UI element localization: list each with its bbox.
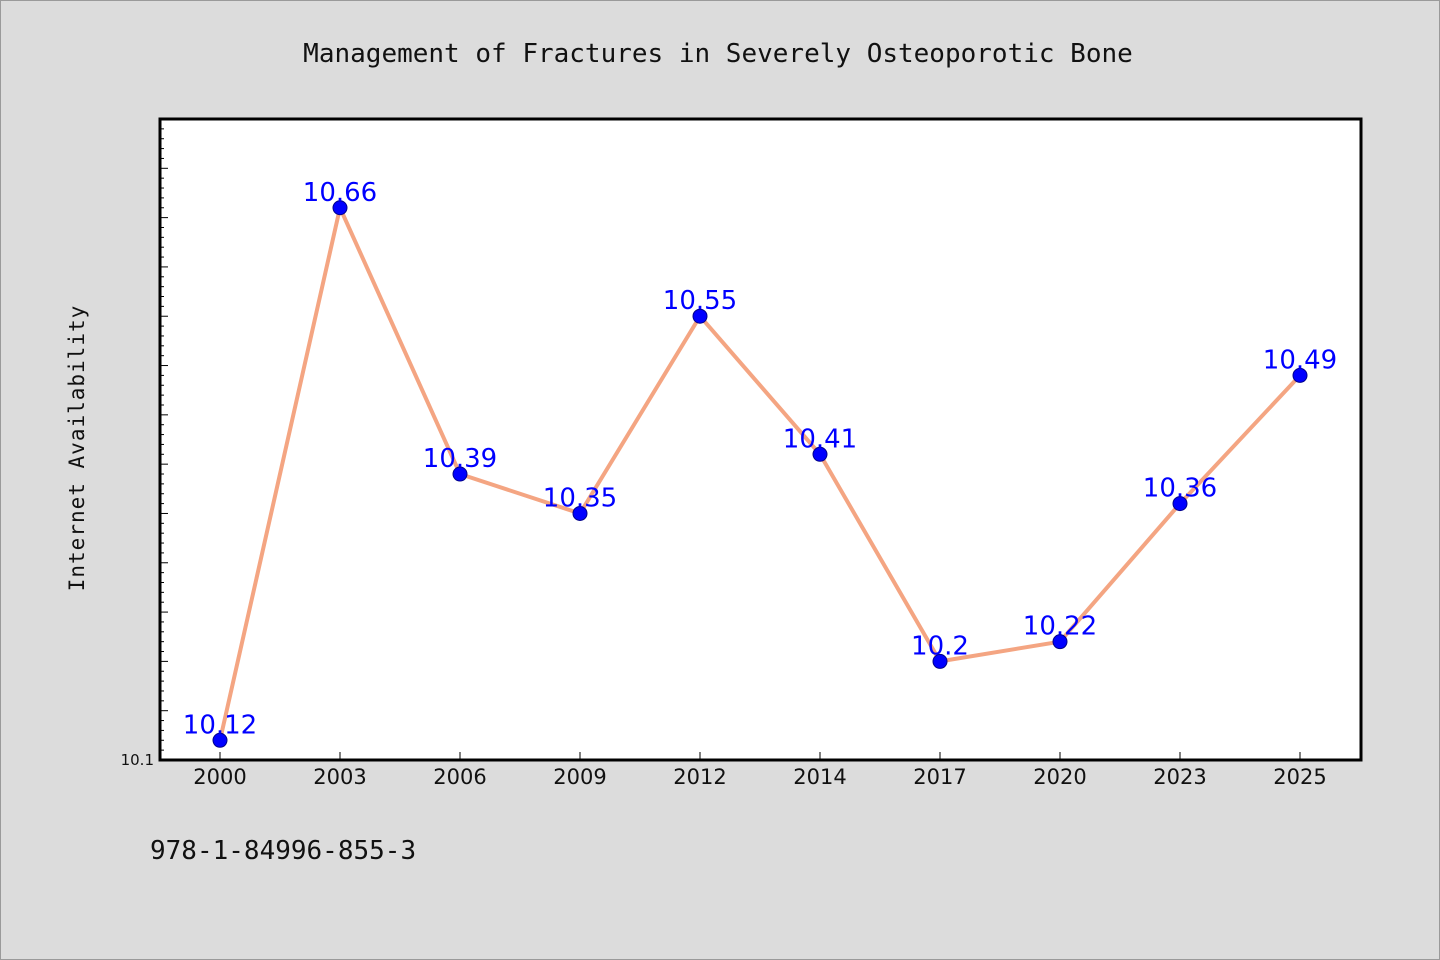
- x-tick-label: 2012: [673, 765, 726, 789]
- x-tick-label: 2023: [1153, 765, 1206, 789]
- data-label: 10.55: [663, 286, 737, 316]
- data-label: 10.41: [783, 424, 857, 454]
- series-line-group: [218, 205, 1302, 741]
- x-tick-label: 2017: [913, 765, 966, 789]
- data-label: 10.49: [1263, 345, 1337, 375]
- chart-title: Management of Fractures in Severely Oste…: [303, 39, 1133, 69]
- x-tick-label: 2009: [553, 765, 606, 789]
- data-label: 10.2: [911, 631, 969, 661]
- x-tick-label: 2000: [193, 765, 246, 789]
- isbn-caption: 978-1-84996-855-3: [150, 836, 417, 866]
- data-point: [1172, 496, 1188, 512]
- x-tick-label: 2014: [793, 765, 846, 789]
- data-label: 10.66: [303, 178, 377, 208]
- data-point: [692, 308, 708, 324]
- data-point: [452, 466, 468, 482]
- data-label: 10.12: [183, 710, 257, 740]
- x-tick-label: 2006: [433, 765, 486, 789]
- data-point: [212, 732, 228, 748]
- data-label: 10.39: [423, 444, 497, 474]
- data-labels: 10.12 10.66 10.39 10.35 10.55 10.41 10.2 10.22 1…: [183, 178, 1337, 741]
- y-tick-label: 10.1: [121, 751, 154, 769]
- x-tick-label: 2025: [1273, 765, 1326, 789]
- y-axis-label: Internet Availability: [65, 305, 89, 592]
- data-label: 10.22: [1023, 612, 1097, 642]
- data-point: [572, 505, 588, 521]
- data-point: [1292, 367, 1308, 383]
- plot-border: [158, 117, 1363, 762]
- data-points: [212, 200, 1308, 748]
- data-label: 10.35: [543, 483, 617, 513]
- data-point: [812, 446, 828, 462]
- data-label: 10.36: [1143, 474, 1217, 504]
- series-line: [218, 205, 1302, 741]
- x-axis-ticks: 2000 2003 2006 2009 2012 2014 2017 2020 2023 2025: [193, 752, 1327, 789]
- data-point: [932, 653, 948, 669]
- x-tick-label: 2020: [1033, 765, 1086, 789]
- plot-area: [160, 119, 1361, 760]
- data-point: [332, 200, 348, 216]
- data-point: [1052, 634, 1068, 650]
- x-tick-label: 2003: [313, 765, 366, 789]
